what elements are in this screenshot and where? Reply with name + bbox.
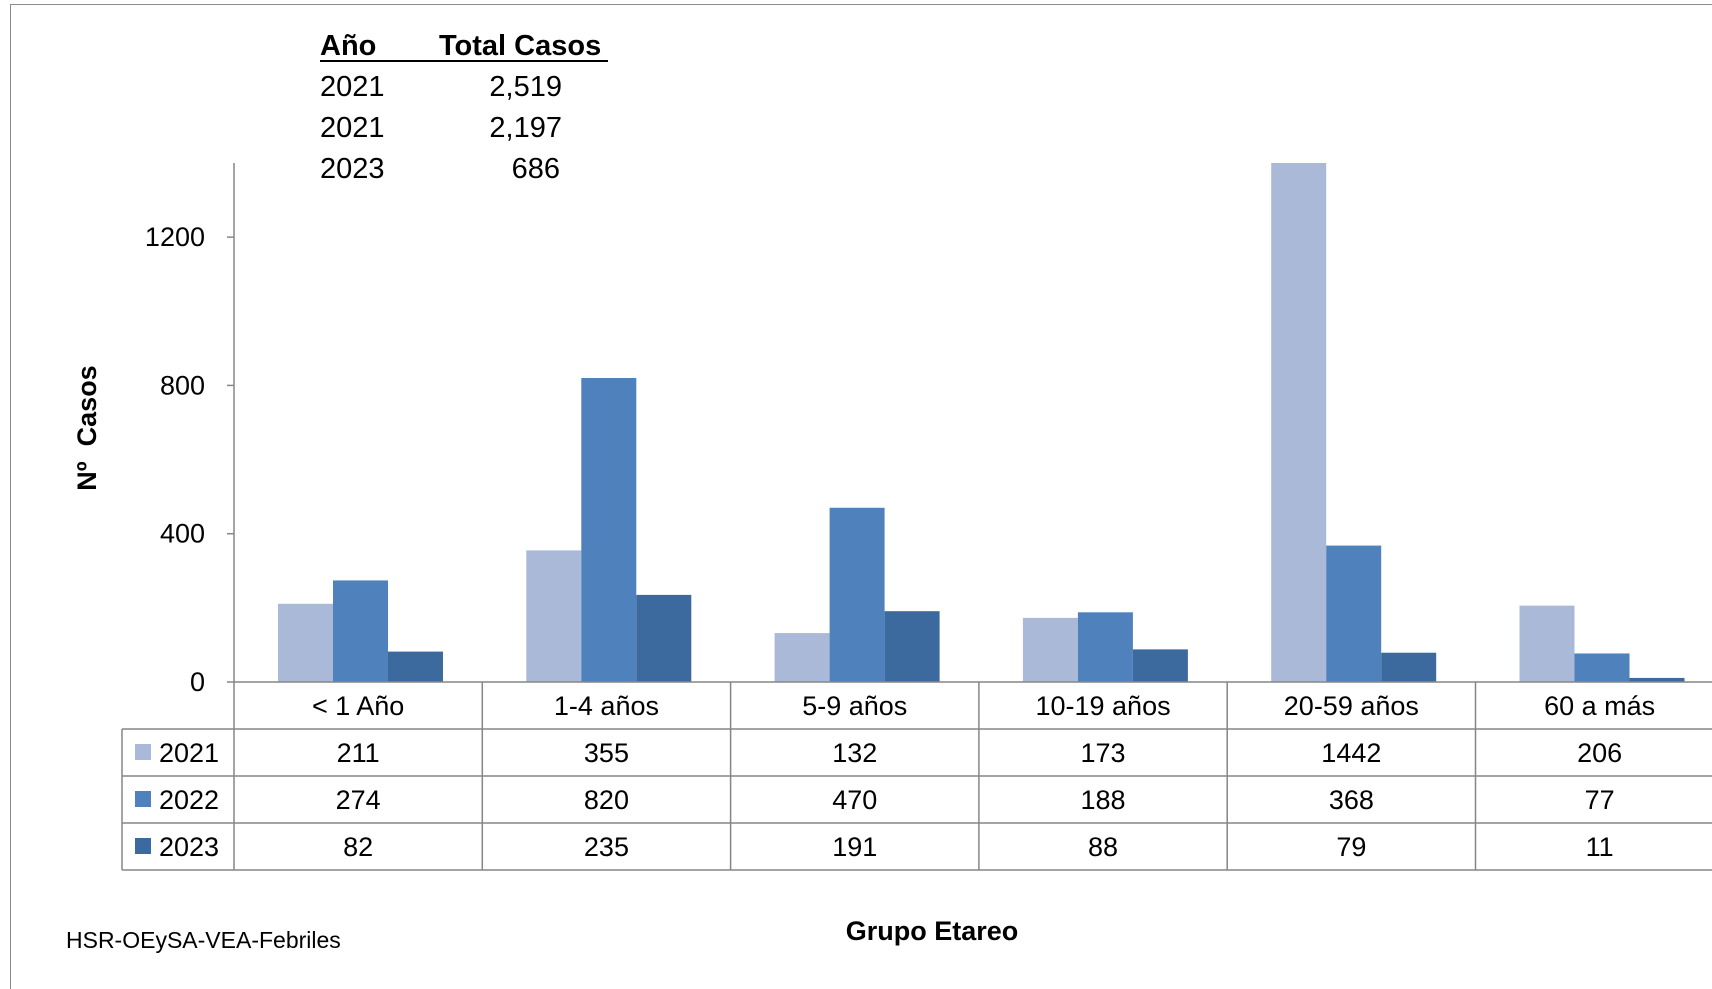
data-label: 191 [832,832,877,862]
legend-label: 2022 [159,785,219,815]
data-label: 274 [336,785,381,815]
x-tick-label: < 1 Año [312,691,404,721]
bar [1326,545,1382,682]
legend-label: 2021 [159,738,219,768]
bars [278,163,1685,682]
summary-row-year: 2023 [320,153,385,185]
x-tick-label: 1-4 años [554,691,659,721]
x-axis-title: Grupo Etareo [846,916,1019,946]
summary-header-total: Total Casos [439,30,601,62]
y-tick-label: 800 [160,370,205,400]
chart-frame [10,4,1712,989]
data-label: 368 [1329,785,1374,815]
legend-swatch [135,744,151,760]
bar [829,507,885,682]
data-label: 206 [1577,738,1622,768]
bar [1381,652,1437,682]
bar [526,550,582,682]
data-label: 235 [584,832,629,862]
summary-table: Año Total Casos 2021 2,519 2021 2,197 20… [320,30,608,185]
bar [333,580,388,682]
data-label: 470 [832,785,877,815]
summary-row-total: 2,519 [489,71,562,103]
bar [1077,612,1133,682]
bar [1271,163,1327,682]
summary-row-total: 686 [512,153,560,185]
data-label: 1442 [1321,738,1381,768]
bar [774,633,830,682]
y-tick-label: 400 [160,519,205,549]
y-tick-label: 1200 [145,222,205,252]
bar [1132,649,1188,682]
x-tick-label: 60 a más [1544,691,1655,721]
bar [1022,617,1078,682]
summary-row-total: 2,197 [489,112,562,144]
legend-swatch [135,791,151,807]
bar [636,594,692,682]
bar [388,651,443,682]
x-tick-label: 5-9 años [802,691,907,721]
data-label: 132 [832,738,877,768]
data-label: 82 [343,832,373,862]
data-table: < 1 Año 1-4 años 5-9 años 10-19 años 20-59 a… [121,681,1712,871]
data-label: 77 [1585,785,1615,815]
data-label: 11 [1586,832,1614,862]
bar [1629,677,1685,682]
y-axis-ticks: 0 400 800 1200 [145,163,235,697]
bar [1519,605,1575,682]
data-label: 188 [1081,785,1126,815]
bar [1574,653,1630,682]
data-label: 79 [1336,832,1366,862]
bar [884,611,940,682]
x-tick-label: 10-19 años [1035,691,1170,721]
legend-label: 2023 [159,832,219,862]
x-tick-label: 20-59 años [1284,691,1419,721]
source-note: HSR-OEySA-VEA-Febriles [66,927,341,953]
data-label: 211 [337,738,380,768]
y-tick-label: 0 [190,667,205,697]
data-label: 820 [584,785,629,815]
legend-swatch [135,838,151,854]
data-label: 355 [584,738,629,768]
summary-row-year: 2021 [320,71,385,103]
summary-row-year: 2021 [320,112,385,144]
bar [581,378,637,682]
y-axis-title: Nº Casos [72,365,102,490]
data-label: 173 [1081,738,1126,768]
summary-header-year: Año [320,30,376,62]
data-label: 88 [1088,832,1118,862]
bar [278,603,333,682]
